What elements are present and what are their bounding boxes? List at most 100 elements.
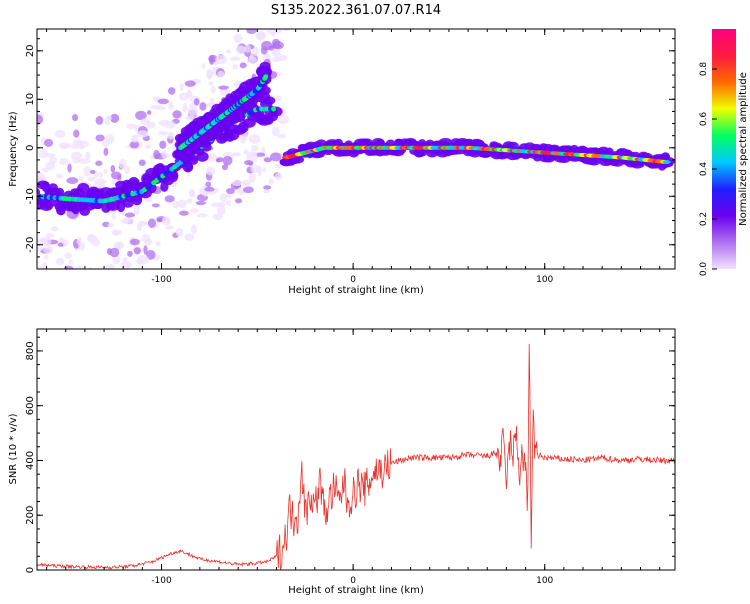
heatmap-cell — [76, 236, 82, 246]
heatmap-cell — [221, 119, 232, 130]
heatmap-cell — [270, 43, 282, 49]
heatmap-cell — [87, 233, 95, 243]
heatmap-cell — [184, 233, 195, 241]
colorbar: 0.0 0.2 0.4 0.6 0.8 Normalized spectral ampl… — [699, 29, 749, 276]
heatmap-cell — [222, 155, 233, 166]
heatmap-cell — [71, 276, 79, 281]
heatmap-cell — [49, 156, 58, 164]
heatmap-cell — [67, 163, 72, 173]
heatmap-cell — [62, 239, 69, 247]
heatmap-cell — [221, 164, 229, 171]
snr-y-label: SNR (10 * v/v) — [8, 413, 19, 484]
heatmap-cell — [244, 159, 254, 166]
heatmap-cell — [37, 114, 44, 125]
heatmap-cell — [271, 48, 281, 57]
snr-ticks: -100 0 100 0 200 400 600 800 — [25, 329, 675, 586]
heatmap-cell — [179, 82, 184, 92]
snr-xtick-label: 0 — [350, 576, 356, 586]
heatmap-cell — [104, 116, 111, 126]
heatmap-cell — [110, 165, 116, 173]
snr-xtick-label: -100 — [151, 576, 172, 586]
heatmap-cell — [276, 54, 288, 62]
heatmap-cell — [158, 131, 169, 136]
colorbar-gradient — [712, 29, 736, 269]
heatmap-cell — [164, 225, 174, 230]
heatmap-cell — [89, 169, 96, 175]
heatmap-cell — [196, 213, 208, 218]
heatmap-cell — [217, 70, 225, 78]
heatmap-cell — [45, 277, 56, 281]
heatmap-cell — [107, 222, 114, 228]
heatmap-cell — [43, 244, 53, 254]
heatmap-cell — [87, 266, 93, 269]
heatmap-cell — [215, 54, 228, 65]
heatmap-cell — [167, 87, 176, 95]
heatmap-cell — [150, 104, 159, 110]
heatmap-cell — [78, 176, 84, 182]
heatmap-cell — [250, 145, 259, 152]
heatmap-cell — [282, 29, 290, 32]
heatmap-cell — [246, 151, 258, 157]
colorbar-ticks: 0.0 0.2 0.4 0.6 0.8 — [699, 62, 717, 276]
heatmap-cell — [266, 29, 278, 34]
heatmap-cell — [59, 157, 69, 166]
heatmap-cell — [187, 106, 198, 116]
heatmap-cell — [220, 193, 228, 202]
colorbar-tick-label: 0.4 — [699, 162, 709, 177]
heatmap-cell — [190, 208, 199, 213]
heatmap-cell — [155, 241, 161, 247]
heatmap-cell — [146, 249, 156, 260]
heatmap-cell — [218, 202, 226, 208]
heatmap-cell — [250, 164, 262, 174]
heatmap-cell — [164, 195, 175, 203]
heatmap-cell — [191, 224, 197, 234]
heatmap-cell — [54, 129, 66, 139]
heatmap-cell — [95, 115, 104, 125]
heatmap-cell — [184, 162, 194, 172]
heatmap-cell — [161, 216, 171, 226]
heatmap-cell — [248, 173, 256, 183]
heatmap-cell — [205, 153, 218, 162]
heatmap-ytick-label: 10 — [25, 93, 36, 106]
heatmap-cell — [120, 260, 132, 269]
heatmap-cell — [50, 225, 59, 232]
heatmap-xtick-label: 0 — [350, 275, 356, 285]
heatmap-cell — [151, 203, 160, 208]
heatmap-cell — [105, 263, 115, 269]
heatmap-cell — [248, 134, 261, 144]
heatmap-cell — [210, 85, 216, 94]
heatmap-cell — [193, 98, 200, 106]
heatmap-cell — [129, 238, 140, 246]
chart-title: S135.2022.361.07.07.R14 — [271, 3, 441, 18]
heatmap-ytick-label: -10 — [25, 188, 36, 204]
heatmap-x-label: Height of straight line (km) — [288, 285, 424, 296]
heatmap-cell — [44, 138, 54, 147]
heatmap-cell — [167, 131, 174, 140]
heatmap-cell — [83, 166, 92, 177]
heatmap-cell — [122, 257, 128, 262]
heatmap-cell — [45, 233, 54, 238]
heatmap-cell — [130, 270, 137, 279]
heatmap-cell — [55, 173, 64, 179]
heatmap-cell — [87, 268, 89, 269]
heatmap-cell — [205, 181, 212, 188]
heatmap-cell — [55, 257, 65, 266]
heatmap-cell — [68, 259, 73, 265]
heatmap-cell — [111, 229, 123, 236]
heatmap-cell — [69, 144, 81, 150]
heatmap-cell — [225, 188, 235, 195]
snr-xtick-label: 100 — [536, 576, 553, 586]
heatmap-cell — [199, 102, 207, 111]
heatmap-cell — [111, 214, 116, 220]
heatmap-cell — [118, 158, 127, 169]
heatmap-cell — [54, 187, 65, 197]
heatmap-cell — [208, 55, 215, 65]
heatmap-cell — [231, 180, 243, 187]
heatmap-cell — [274, 172, 283, 181]
heatmap-cell — [189, 188, 195, 197]
heatmap-cell — [120, 219, 130, 224]
heatmap-cell — [468, 149, 482, 158]
heatmap-y-label: Frequency (Hz) — [8, 111, 19, 187]
heatmap-cell — [196, 151, 209, 162]
